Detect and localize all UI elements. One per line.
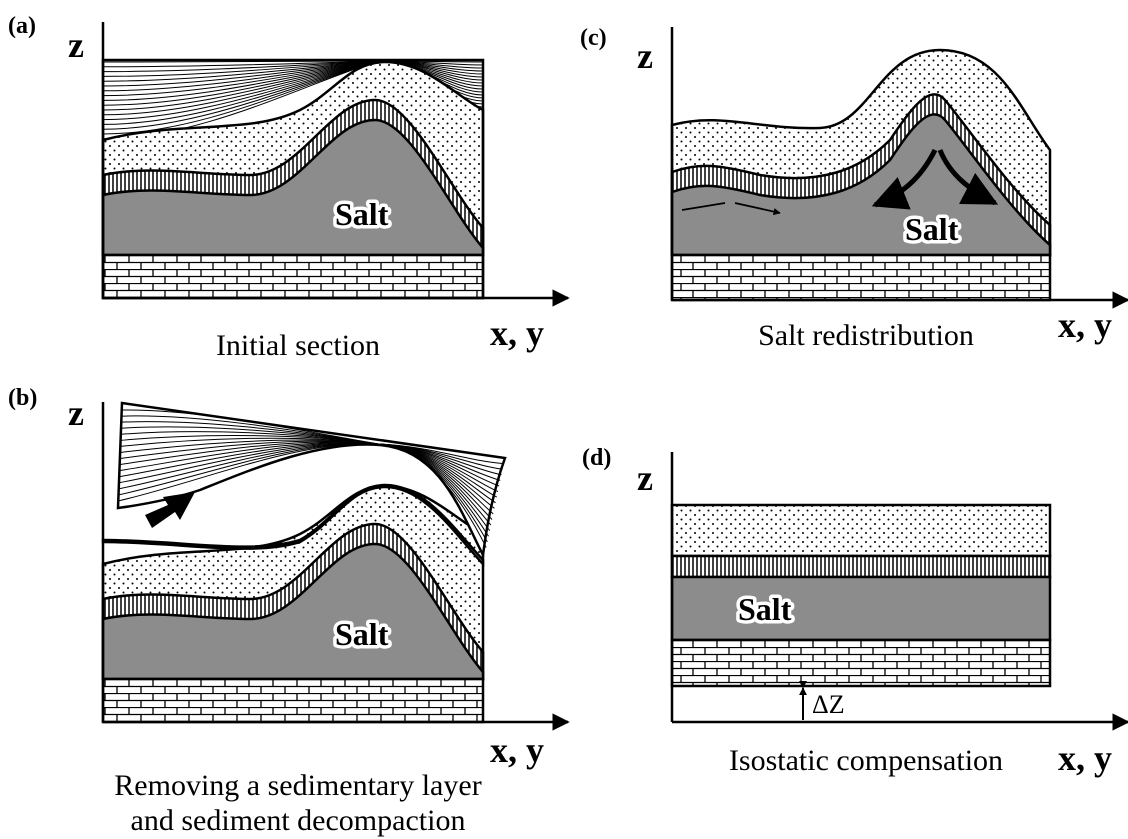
panel-label: (a)	[8, 13, 36, 39]
z-axis-label: z	[637, 458, 653, 498]
bedding-line	[102, 60, 484, 87]
caption: and sediment decompaction	[131, 804, 466, 837]
removed-sediment-layer	[116, 401, 507, 560]
bedding-line	[102, 60, 484, 68]
salt-label: Salt	[905, 211, 959, 247]
salt-label: Salt	[335, 196, 389, 232]
axes	[670, 452, 1128, 722]
axes	[101, 22, 568, 298]
dotted-top	[101, 483, 485, 568]
x-axis-label: x, y	[490, 730, 544, 770]
lift-arrow	[145, 492, 195, 528]
panel-b: (b) z x, y Salt Removing a sedimentary l…	[8, 385, 568, 837]
bedding-line	[102, 60, 484, 97]
bedding-line	[102, 60, 484, 111]
z-axis-label: z	[68, 393, 84, 433]
panel-label: (d)	[582, 445, 611, 471]
panel-c: (c) z x, y Salt Salt redistribution	[580, 25, 1128, 352]
bedding-line	[102, 60, 484, 106]
bedding-line	[102, 60, 484, 101]
bedding-line	[102, 60, 484, 77]
x-axis-label: x, y	[490, 313, 544, 353]
panel-d: (d) z x, y Salt ΔZ Isostatic compensatio…	[582, 445, 1128, 778]
bedding-line	[102, 60, 484, 63]
salt-label: Salt	[738, 591, 792, 627]
x-axis-label: x, y	[1058, 738, 1112, 778]
bedding-line	[102, 60, 484, 82]
bedding-line	[102, 60, 484, 92]
bedding-line	[118, 443, 487, 548]
z-axis-label: z	[637, 36, 653, 76]
caption: Isostatic compensation	[729, 744, 1003, 777]
axes	[101, 402, 568, 722]
caption: Initial section	[216, 329, 380, 362]
axes	[670, 27, 1128, 300]
z-axis-label: z	[68, 25, 84, 65]
panel-label: (c)	[580, 25, 607, 51]
caption: Removing a sedimentary layer	[114, 769, 481, 802]
salt-label: Salt	[335, 616, 389, 652]
caption: Salt redistribution	[758, 319, 974, 352]
panel-label: (b)	[8, 385, 37, 411]
bedding-line	[102, 60, 484, 73]
panel-a: (a) z x, y Salt Initial section	[8, 13, 568, 362]
delta-z-label: ΔZ	[812, 690, 845, 719]
x-axis-label: x, y	[1058, 305, 1112, 345]
